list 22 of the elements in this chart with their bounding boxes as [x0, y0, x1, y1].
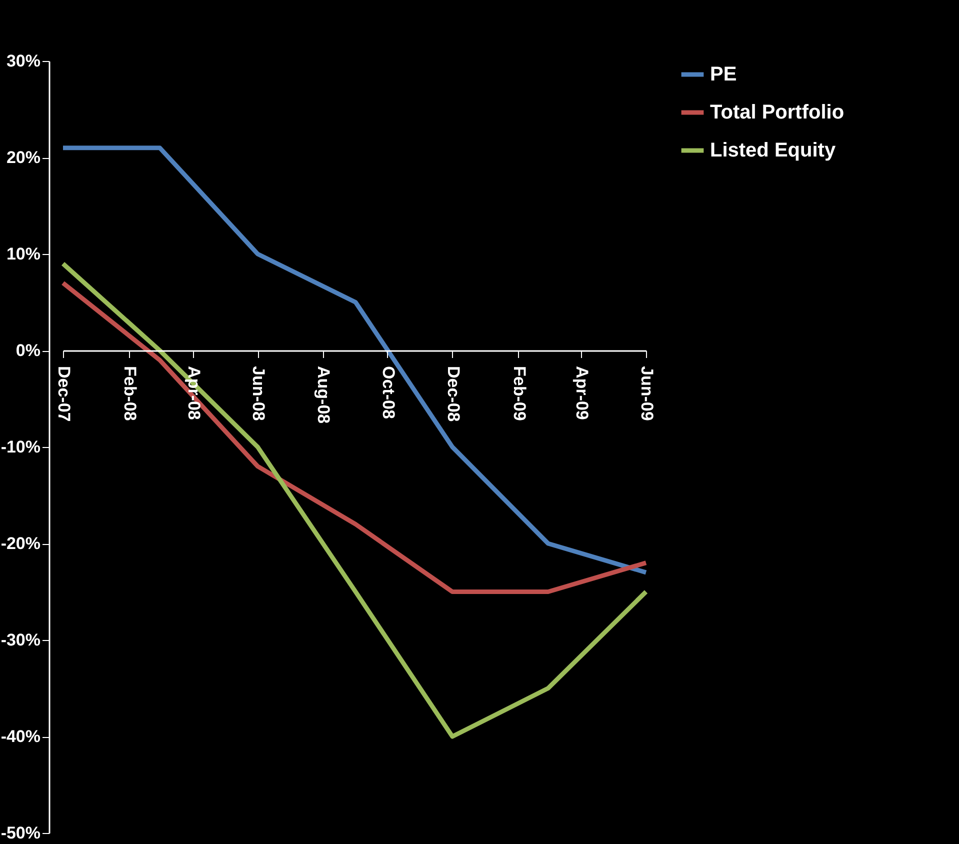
x-tick-label: Apr-09: [572, 366, 592, 420]
x-tick-label: Feb-08: [120, 366, 140, 421]
y-tick-label: -20%: [0, 534, 40, 553]
y-tick-label: -30%: [0, 630, 40, 650]
x-tick-label: Dec-08: [444, 366, 463, 422]
x-tick-label: Aug-08: [314, 366, 334, 424]
y-tick-label: -10%: [0, 438, 40, 456]
y-tick-label: 20%: [6, 148, 40, 167]
x-tick-label: Feb-09: [510, 366, 529, 421]
x-tick-label: Dec-07: [54, 366, 74, 422]
y-tick-label: 30%: [6, 52, 40, 70]
y-tick-label: 10%: [6, 244, 40, 264]
y-tick-label: -50%: [0, 824, 40, 842]
x-tick-label: Oct-08: [378, 366, 398, 419]
legend-label: Total Portfolio: [710, 102, 844, 124]
x-tick-label: Jun-09: [638, 366, 656, 421]
y-tick-label: 0%: [16, 341, 40, 360]
legend-label: Listed Equity: [710, 140, 836, 162]
y-tick-label: -40%: [0, 727, 40, 746]
legend-label: PE: [710, 64, 737, 86]
x-tick-label: Apr-08: [184, 366, 204, 420]
x-tick-label: Jun-08: [249, 366, 268, 421]
